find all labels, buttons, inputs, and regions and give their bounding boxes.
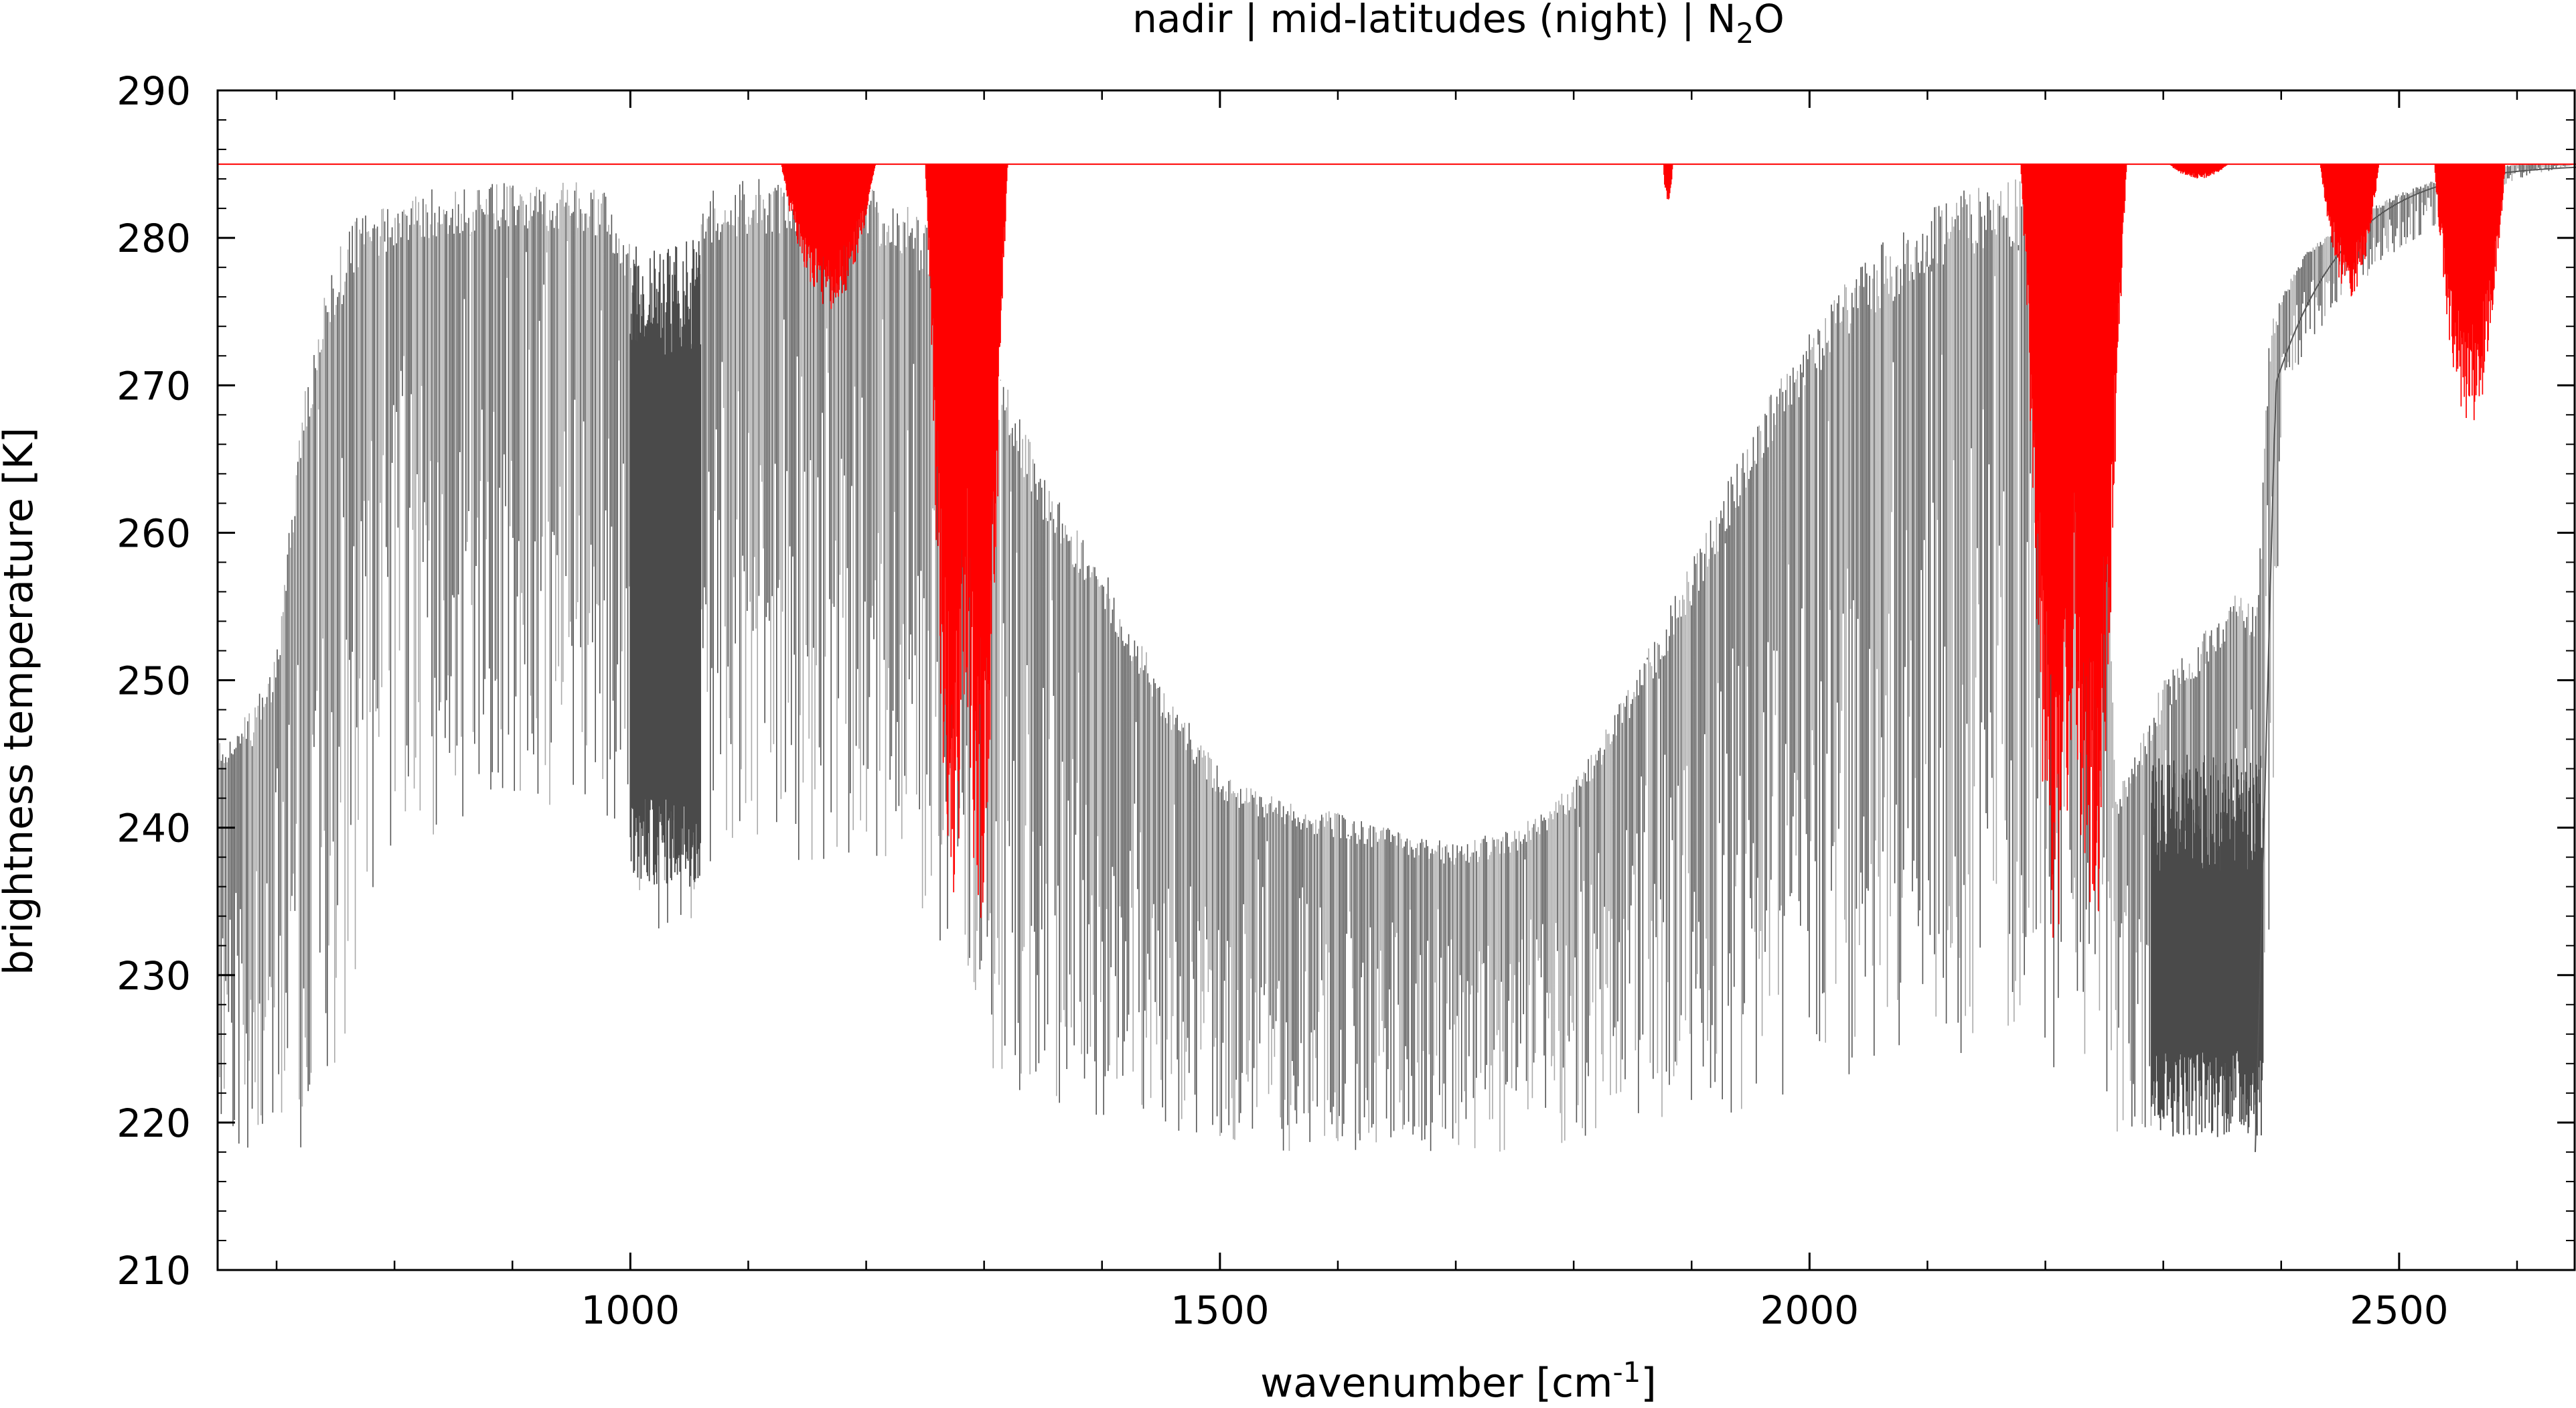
species-spectrum-series [218,163,2576,938]
background-spectrum-series [218,164,2576,1152]
plot-frame [216,89,2576,1271]
background-band-core-1 [629,240,701,887]
plot-content [218,163,2576,1152]
axis-ticks: 1000 1500 2000 2500 210 220 230 240 250 260 270 280… [117,68,2575,1333]
y-tick-label: 260 [117,510,191,556]
species-band-5 [2169,164,2228,179]
y-tick-label: 240 [117,806,191,851]
y-tick-label: 280 [117,216,191,261]
species-band-7 [2434,164,2506,421]
y-tick-label: 270 [117,363,191,409]
chart-title: nadir | mid-latitudes (night) | N2O [1132,0,1785,50]
y-axis-label: brightness temperature [K] [0,427,42,975]
background-band-core-2 [2151,754,2264,1137]
background-continuum-line [2255,166,2576,1152]
x-tick-label: 2000 [1760,1287,1860,1333]
x-axis-label: wavenumber [cm-1] [1260,1356,1657,1405]
y-tick-label: 220 [117,1101,191,1146]
x-tick-label: 1000 [581,1287,680,1333]
y-tick-label: 210 [117,1248,191,1293]
species-band-4 [2020,164,2127,938]
x-tick-label: 2500 [2350,1287,2449,1333]
y-tick-label: 290 [117,68,191,114]
species-band-3 [1663,164,1673,200]
species-band-1 [781,164,877,309]
species-band-6 [2320,164,2379,297]
species-band-2 [925,164,1008,918]
x-tick-label: 1500 [1170,1287,1270,1333]
y-tick-label: 250 [117,658,191,704]
y-tick-label: 230 [117,953,191,999]
